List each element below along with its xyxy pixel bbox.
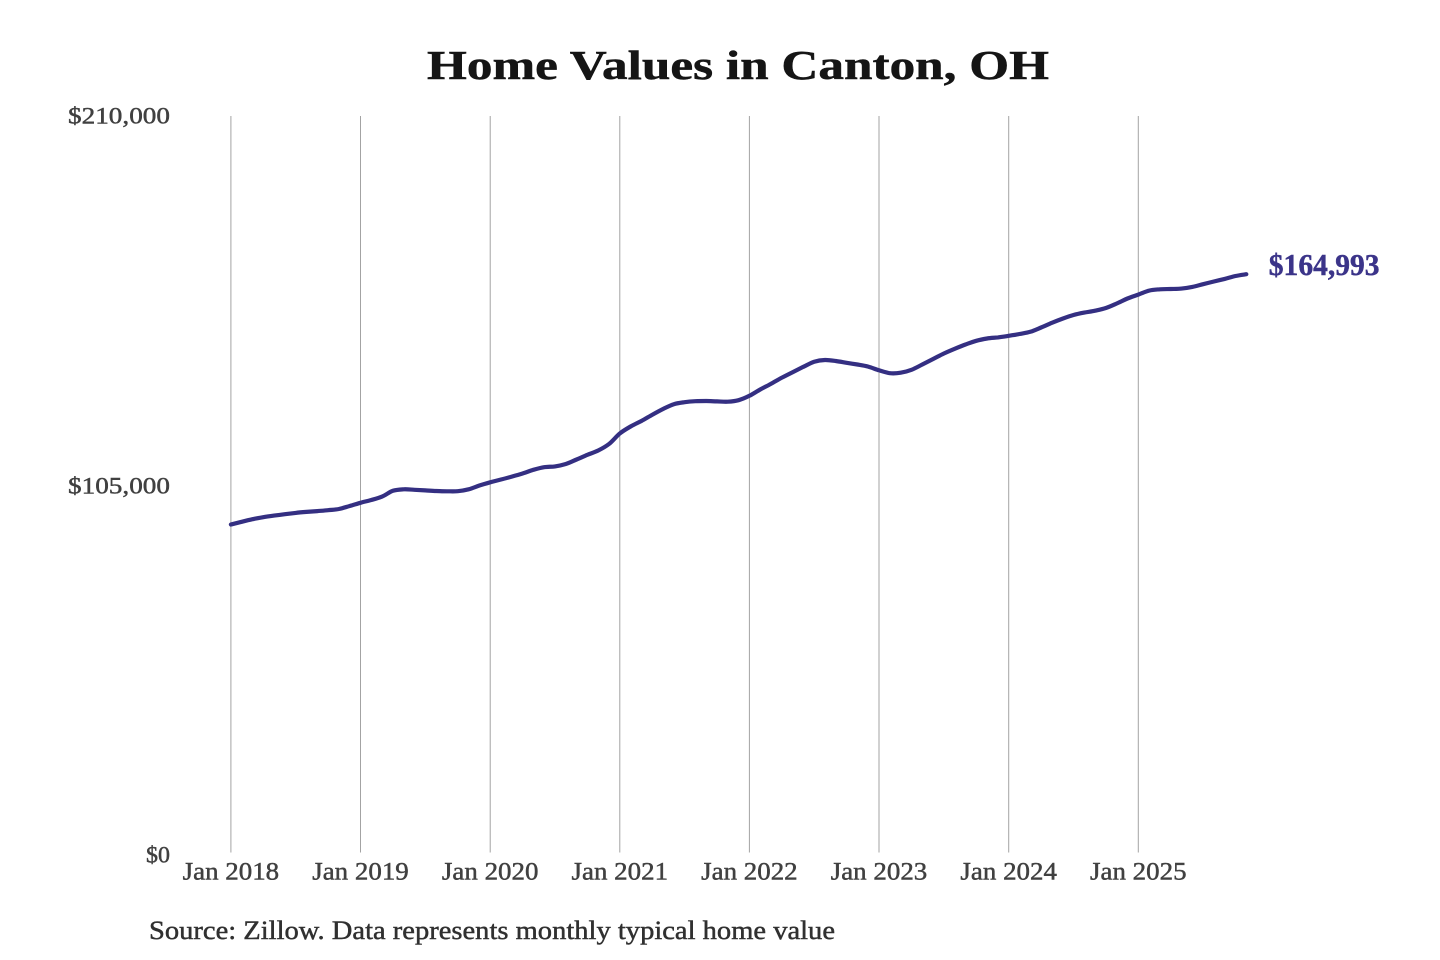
svg-text:Jan 2020: Jan 2020 [442, 859, 539, 886]
svg-text:Jan 2023: Jan 2023 [831, 859, 928, 886]
svg-text:$0: $0 [146, 842, 170, 868]
svg-text:Source: Zillow. Data represent: Source: Zillow. Data represents monthly … [149, 915, 835, 945]
svg-text:Jan 2018: Jan 2018 [183, 859, 280, 886]
svg-text:Jan 2024: Jan 2024 [960, 859, 1057, 886]
svg-text:$164,993: $164,993 [1269, 247, 1380, 282]
svg-text:Jan 2019: Jan 2019 [312, 859, 409, 886]
svg-text:Home Values in Canton, OH: Home Values in Canton, OH [427, 42, 1049, 88]
svg-text:Jan 2025: Jan 2025 [1090, 859, 1187, 886]
svg-text:$105,000: $105,000 [68, 473, 170, 499]
svg-text:$210,000: $210,000 [68, 103, 170, 129]
svg-text:Jan 2021: Jan 2021 [572, 859, 669, 886]
svg-text:Jan 2022: Jan 2022 [701, 859, 798, 886]
